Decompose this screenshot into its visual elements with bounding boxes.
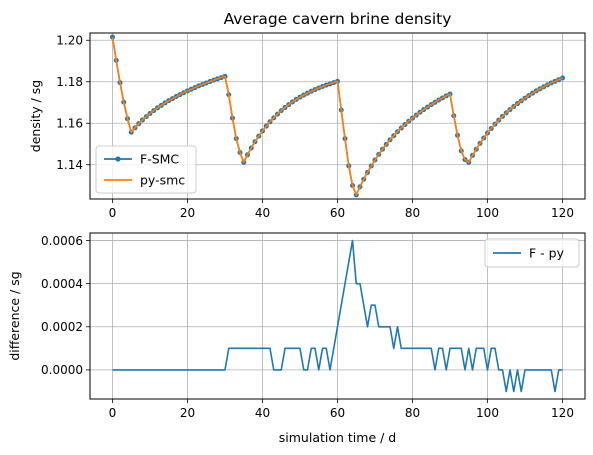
difference-y-axis-label: difference / sg [7, 271, 22, 360]
density-y-tick-label: 1.14 [56, 158, 83, 172]
difference-y-tick-label: 0.0000 [41, 363, 83, 377]
difference-x-tick-label: 80 [405, 406, 420, 420]
density-x-tick-label: 100 [476, 206, 499, 220]
density-y-tick-label: 1.18 [56, 75, 83, 89]
density-y-axis-label: density / sg [28, 80, 43, 152]
difference-y-tick-label: 0.0004 [41, 277, 83, 291]
difference-x-axis-label: simulation time / d [279, 430, 396, 445]
density-y-tick-label: 1.20 [56, 34, 83, 48]
difference-x-tick-label: 40 [255, 406, 270, 420]
legend-marker-f-smc [115, 156, 121, 162]
density-legend: F-SMC py-smc [95, 145, 197, 194]
difference-ticks: 0 20 40 60 80 100 120 0.0000 0.0002 0.0004 0.0006 [41, 234, 574, 420]
density-x-tick-label: 0 [109, 206, 117, 220]
difference-x-tick-label: 20 [180, 406, 195, 420]
difference-y-tick-label: 0.0002 [41, 320, 83, 334]
legend-label-f-py: F - py [529, 246, 565, 261]
chart-title: Average cavern brine density [224, 10, 452, 28]
density-x-tick-label: 40 [255, 206, 270, 220]
series-line-py-smc [111, 37, 563, 196]
density-x-tick-label: 20 [180, 206, 195, 220]
series-line-f-minus-py [112, 239, 563, 393]
difference-legend-box [484, 238, 580, 268]
density-x-tick-label: 120 [551, 206, 574, 220]
density-x-tick-label: 60 [330, 206, 345, 220]
density-y-tick-label: 1.16 [56, 117, 83, 131]
difference-x-tick-label: 120 [551, 406, 574, 420]
legend-label-f-smc: F-SMC [140, 152, 179, 167]
density-axes: 0 20 40 60 80 100 120 1.14 1.16 1.18 1.20 Average … [28, 10, 586, 220]
difference-series [112, 239, 563, 393]
legend-label-py-smc: py-smc [140, 173, 185, 188]
difference-axes: 0 20 40 60 80 100 1200.00000.00020.00040.0006 … [7, 232, 586, 445]
difference-x-tick-label: 100 [476, 406, 499, 420]
density-ticks: 0 20 40 60 80 100 120 1.14 1.16 1.18 1.20 [56, 34, 574, 220]
density-series [110, 34, 565, 198]
difference-x-tick-label: 60 [330, 406, 345, 420]
difference-legend: F - py [484, 238, 580, 268]
density-x-tick-label: 80 [405, 206, 420, 220]
difference-x-tick-label: 0 [109, 406, 117, 420]
density-legend-box [95, 145, 197, 194]
difference-y-tick-label: 0.0006 [41, 234, 83, 248]
